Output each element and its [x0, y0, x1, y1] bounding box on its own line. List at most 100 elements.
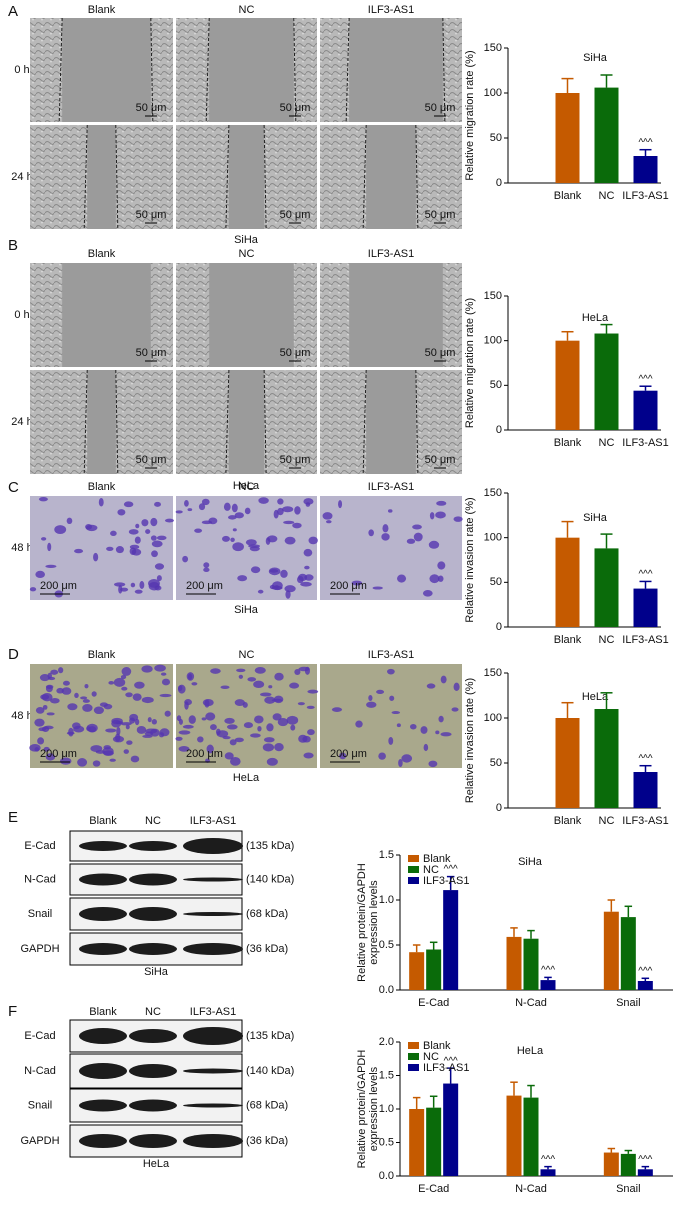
stained-cell	[177, 684, 186, 694]
stained-cell	[224, 717, 235, 724]
stained-cell	[82, 703, 93, 712]
stained-cell	[141, 665, 153, 673]
stained-cell	[277, 718, 289, 727]
wound-edge	[58, 17, 63, 123]
panel-letter: A	[8, 3, 18, 20]
column-label: Blank	[88, 248, 116, 260]
bar	[637, 981, 653, 990]
bar	[555, 340, 580, 430]
blot-band	[183, 1068, 243, 1074]
stained-cell	[198, 503, 206, 511]
bar	[506, 936, 522, 990]
stained-cell	[141, 519, 149, 527]
stained-cell	[331, 707, 343, 712]
stained-cell	[438, 715, 444, 723]
stained-cell	[191, 682, 198, 686]
stained-cell	[381, 533, 390, 541]
wound-edge	[442, 17, 446, 123]
stained-cell	[150, 728, 160, 737]
stained-cell	[368, 529, 374, 537]
stained-cell	[123, 501, 134, 508]
stained-cell	[437, 561, 446, 570]
stained-cell	[47, 542, 52, 552]
blot-band	[183, 838, 243, 854]
scale-bar-label: 200 μm	[40, 580, 77, 592]
bar	[633, 772, 658, 808]
kda-label: (36 kDa)	[246, 1135, 288, 1147]
stained-cell	[203, 562, 210, 569]
blot-band	[129, 907, 177, 921]
legend-label: NC	[423, 864, 439, 876]
stained-cell	[128, 529, 139, 535]
bar	[603, 911, 619, 990]
stained-cell	[45, 685, 53, 693]
column-label: ILF3-AS1	[368, 481, 414, 493]
stained-cell	[269, 569, 279, 573]
y-tick-label: 100	[484, 335, 502, 347]
stained-cell	[303, 498, 314, 505]
stained-cell	[210, 724, 217, 731]
stained-cell	[231, 503, 238, 513]
wound-edge	[205, 17, 210, 123]
stained-cell	[45, 753, 56, 761]
scale-bar-label: 50 μm	[425, 454, 456, 466]
stained-cell	[221, 535, 230, 542]
stained-cell	[121, 667, 132, 676]
stained-cell	[294, 669, 301, 676]
wound-edge	[83, 369, 88, 475]
y-tick-label: 0	[496, 802, 502, 814]
stained-cell	[243, 722, 253, 729]
stained-cell	[102, 747, 114, 756]
blot-band	[183, 943, 243, 955]
significance-label: ^^^	[541, 1154, 555, 1165]
stained-cell	[232, 528, 237, 532]
bar	[620, 917, 636, 990]
stained-cell	[398, 758, 403, 768]
panel-letter: C	[8, 479, 19, 496]
bar	[633, 588, 658, 627]
stained-cell	[208, 517, 218, 525]
stained-cell	[355, 720, 363, 728]
y-tick-label: 1.5	[379, 849, 394, 861]
stained-cell	[154, 501, 161, 507]
stained-cell	[238, 674, 244, 679]
column-label: NC	[145, 815, 161, 827]
stained-cell	[202, 698, 214, 707]
stained-cell	[43, 725, 54, 730]
protein-label: GAPDH	[20, 1135, 59, 1147]
panel-caption: SiHa	[234, 604, 259, 616]
y-axis-label: Relative protein/GAPDH	[356, 863, 368, 982]
stained-cell	[307, 729, 315, 736]
significance-label: ^^^	[541, 965, 555, 976]
bar	[555, 537, 580, 627]
stained-cell	[116, 726, 121, 736]
stained-cell	[423, 743, 429, 752]
column-label: NC	[239, 481, 255, 493]
stained-cell	[164, 710, 171, 717]
column-label: ILF3-AS1	[190, 1006, 236, 1018]
row-label: 0 h	[14, 309, 29, 321]
scale-bar-label: 200 μm	[330, 580, 367, 592]
x-tick-label: ILF3-AS1	[622, 634, 668, 646]
stained-cell	[250, 733, 261, 738]
wound-edge	[345, 17, 350, 123]
stained-cell	[429, 574, 440, 584]
blot-band	[79, 907, 127, 921]
blot-band	[129, 1029, 177, 1043]
stained-cell	[130, 582, 136, 588]
stained-cell	[300, 581, 312, 587]
stained-cell	[41, 537, 47, 541]
bar	[633, 390, 658, 430]
wound-edge	[115, 124, 119, 230]
stained-cell	[262, 743, 275, 752]
significance-label: ^^^	[638, 753, 652, 764]
protein-label: N-Cad	[24, 873, 56, 885]
stained-cell	[201, 498, 210, 506]
wound-gap	[349, 263, 443, 367]
stained-cell	[82, 699, 90, 703]
blot-band	[79, 841, 127, 851]
stained-cell	[115, 546, 124, 554]
kda-label: (36 kDa)	[246, 943, 288, 955]
stained-cell	[382, 524, 389, 533]
scale-bar-label: 50 μm	[280, 454, 311, 466]
